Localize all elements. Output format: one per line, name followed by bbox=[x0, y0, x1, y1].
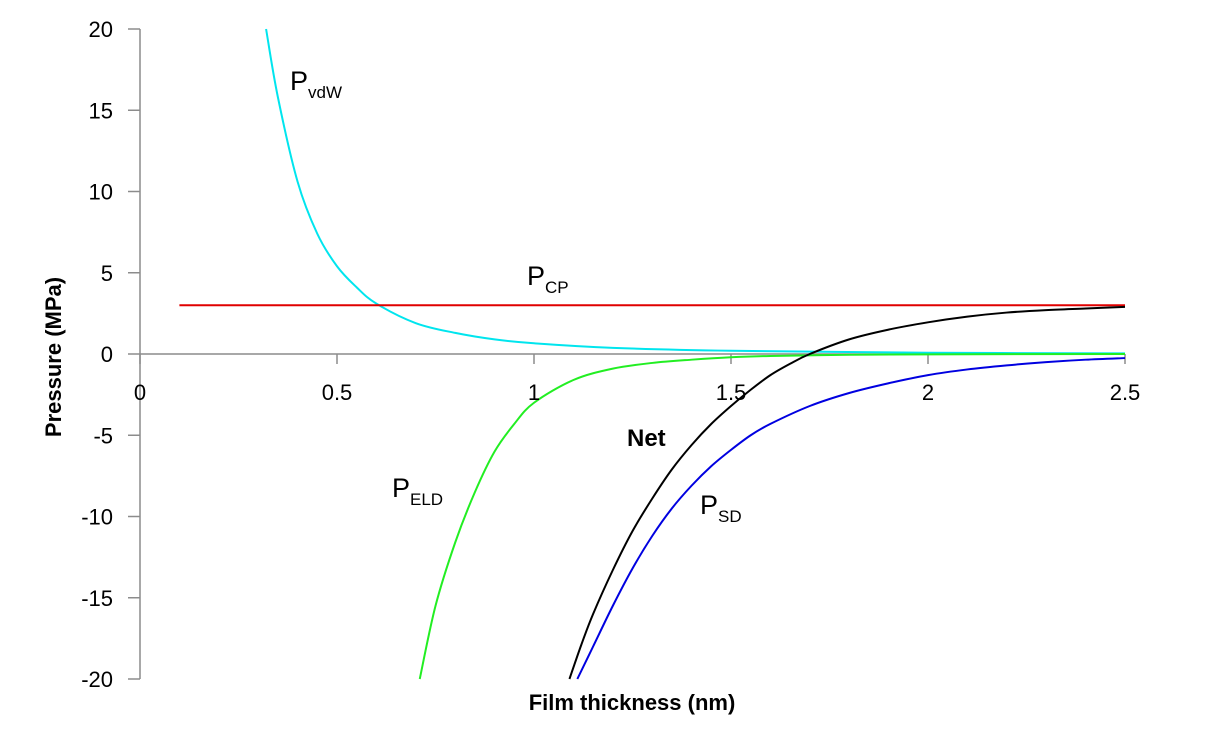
y-tick-label: -5 bbox=[93, 423, 113, 448]
series-label-p-sd: PSD bbox=[700, 490, 742, 526]
series-labels: PvdW PCP PELD Net PSD bbox=[290, 66, 742, 526]
y-tick-label: -10 bbox=[81, 505, 113, 530]
series-line-p-eld bbox=[420, 354, 1125, 679]
series-label-net: Net bbox=[627, 425, 666, 452]
y-tick-label: 10 bbox=[89, 180, 113, 205]
y-tick-label: 20 bbox=[89, 17, 113, 42]
x-tick-label: 2 bbox=[922, 380, 934, 405]
y-tick-label: -20 bbox=[81, 667, 113, 692]
series-label-p-eld: PELD bbox=[392, 473, 443, 509]
series-label-p-vdw: PvdW bbox=[290, 66, 342, 102]
series-label-p-cp: PCP bbox=[527, 261, 569, 297]
y-tick-label: 5 bbox=[101, 261, 113, 286]
x-tick-label: 0 bbox=[134, 380, 146, 405]
x-tick-label: 1.5 bbox=[716, 380, 747, 405]
y-tick-label: 0 bbox=[101, 342, 113, 367]
x-tick-label: 1 bbox=[528, 380, 540, 405]
x-tick-label: 0.5 bbox=[322, 380, 353, 405]
y-tick-label: 15 bbox=[89, 98, 113, 123]
series-line-p-sd bbox=[577, 358, 1125, 679]
x-axis-title: Film thickness (nm) bbox=[529, 690, 736, 715]
y-axis-title: Pressure (MPa) bbox=[41, 277, 66, 437]
x-tick-label: 2.5 bbox=[1110, 380, 1141, 405]
y-tick-label: -15 bbox=[81, 586, 113, 611]
